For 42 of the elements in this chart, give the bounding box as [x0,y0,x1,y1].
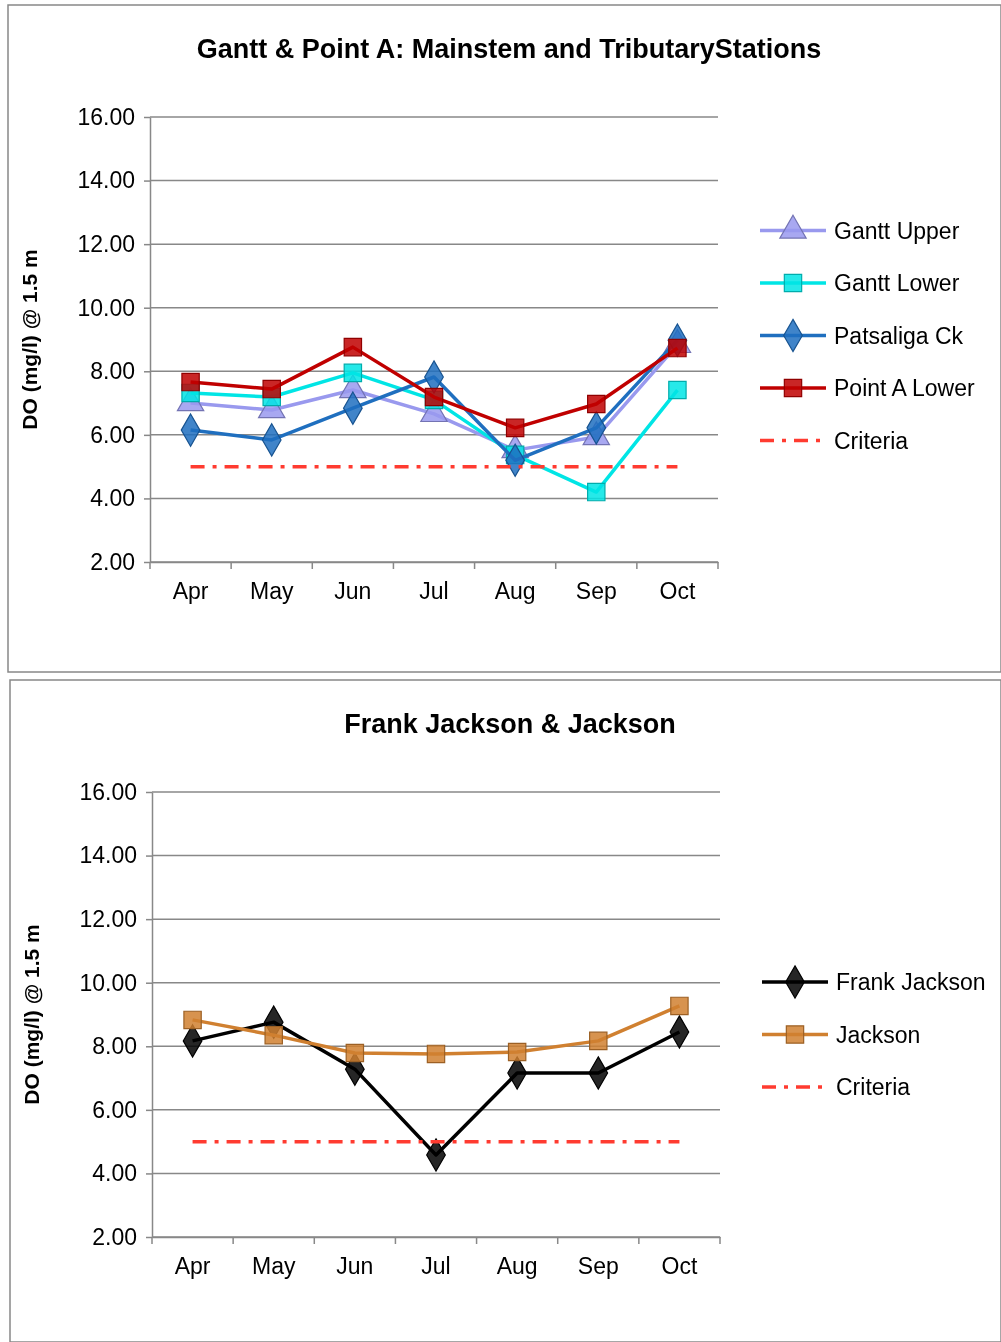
y-tick-label: 12.00 [79,906,137,932]
y-axis-title: DO (mg/l) @ 1.5 m [18,249,41,430]
x-tick-label: Jun [336,1253,374,1279]
chart-title: Gantt & Point A: Mainstem and TributaryStations [196,34,822,64]
x-tick-label: May [249,578,294,604]
chart-title: Frank Jackson & Jackson [344,709,676,739]
y-tick-label: 6.00 [92,1096,137,1123]
x-tick-label: Apr [174,1253,211,1279]
y-tick-label: 4.00 [90,485,135,512]
x-tick-label: Sep [577,1253,619,1279]
y-tick-label: 2.00 [92,1223,137,1250]
x-tick-label: Sep [575,578,617,604]
y-tick-label: 8.00 [90,358,135,385]
y-tick-label: 10.00 [77,294,135,321]
legend-label: Point A Lower [834,375,975,401]
x-tick-label: May [251,1253,296,1279]
legend-label: Frank Jackson [836,969,986,995]
x-tick-label: Aug [494,578,536,604]
legend-label: Criteria [836,1074,911,1100]
x-tick-label: Jun [334,578,372,604]
y-axis-title: DO (mg/l) @ 1.5 m [20,924,43,1105]
y-tick-label: 16.00 [77,103,135,130]
x-tick-label: Jul [419,578,449,604]
y-tick-label: 8.00 [92,1033,137,1060]
x-tick-label: Apr [172,578,209,604]
legend-label: Jackson [836,1021,921,1048]
y-tick-label: 6.00 [90,421,135,448]
x-tick-label: Oct [659,578,696,604]
x-tick-label: Oct [661,1253,698,1279]
y-tick-label: 14.00 [77,167,135,194]
legend-label: Criteria [834,427,909,454]
y-tick-label: 12.00 [77,231,135,257]
y-tick-label: 2.00 [90,548,135,575]
legend-label: Patsaliga Ck [834,322,964,349]
x-tick-label: Aug [496,1253,538,1279]
y-tick-label: 16.00 [79,778,137,805]
y-tick-label: 14.00 [79,842,137,869]
y-tick-label: 4.00 [92,1160,137,1187]
x-tick-label: Jul [421,1253,451,1279]
legend-label: Gantt Upper [834,217,960,244]
y-tick-label: 10.00 [79,969,137,996]
legend-label: Gantt Lower [834,270,960,296]
